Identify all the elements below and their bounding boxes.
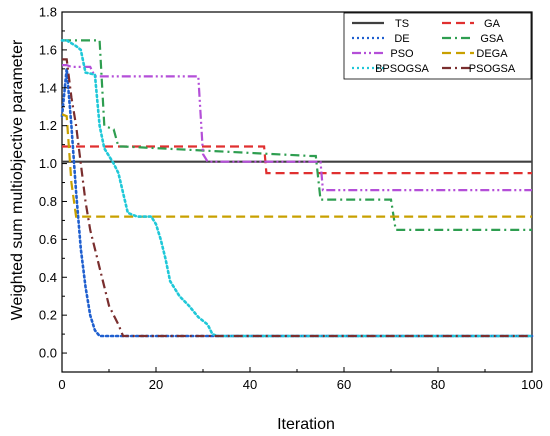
- y-tick-label: 1.0: [39, 156, 57, 171]
- legend-label-ts: TS: [395, 18, 409, 30]
- y-tick-label: 1.4: [39, 80, 57, 95]
- x-tick-label: 60: [337, 377, 351, 392]
- legend-label-pso: PSO: [390, 48, 414, 60]
- y-axis-ticks: 0.0 0.2 0.4 0.6 0.8 1.0 1.2 1.4 1.6 1.8: [39, 5, 67, 361]
- series-lines: [60, 39, 534, 338]
- x-tick-label: 40: [243, 377, 257, 392]
- series-line-de: [60, 68, 534, 338]
- y-tick-label: 1.2: [39, 118, 57, 133]
- y-tick-label: 0.2: [39, 308, 57, 323]
- legend-label-bpsogsa: BPSOGSA: [375, 63, 429, 75]
- legend-label-de: DE: [394, 33, 409, 45]
- legend-label-ga: GA: [484, 18, 501, 30]
- series-line-psogsa: [62, 58, 532, 338]
- y-tick-label: 0.0: [39, 346, 57, 361]
- y-tick-label: 1.6: [39, 42, 57, 57]
- series-line-gsa: [62, 39, 532, 231]
- y-tick-label: 0.8: [39, 194, 57, 209]
- series-line-bpsogsa: [60, 39, 534, 338]
- series-line-dega: [61, 113, 532, 218]
- legend: TS GA DE GSA PSO DEGA BPSOGSA PSOGSA: [343, 12, 532, 80]
- x-tick-label: 0: [58, 377, 65, 392]
- legend-label-gsa: GSA: [480, 33, 504, 45]
- x-axis-title: Iteration: [277, 416, 335, 433]
- x-tick-label: 100: [521, 377, 543, 392]
- y-axis-title: Weighted sum multiobjective parameter: [9, 39, 26, 320]
- legend-label-dega: DEGA: [476, 48, 508, 60]
- y-tick-label: 1.8: [39, 5, 57, 20]
- y-tick-label: 0.6: [39, 232, 57, 247]
- series-line-ga: [62, 145, 532, 175]
- y-tick-label: 0.4: [39, 270, 57, 285]
- legend-label-psogsa: PSOGSA: [469, 63, 516, 75]
- x-tick-label: 80: [431, 377, 445, 392]
- x-tick-label: 20: [149, 377, 163, 392]
- x-axis-ticks: 0 20 40 60 80 100: [58, 367, 543, 392]
- series-line-pso: [62, 63, 532, 192]
